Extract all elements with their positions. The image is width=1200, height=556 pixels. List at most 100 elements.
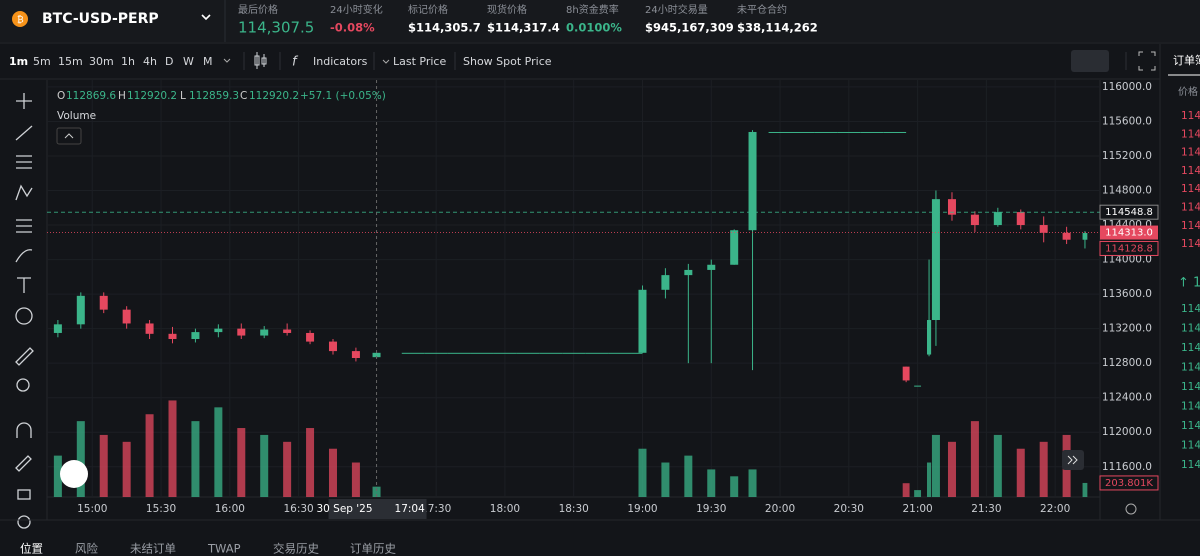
- fullscreen-icon[interactable]: [1138, 51, 1156, 71]
- y-tick-label: 115200.0: [1102, 150, 1152, 162]
- bottom-tab[interactable]: 未结订单: [130, 542, 176, 556]
- lock-tool[interactable]: [17, 489, 31, 500]
- magnet-tool[interactable]: [16, 422, 32, 438]
- interval-button[interactable]: 1m: [9, 55, 28, 68]
- candle-body: [351, 351, 360, 358]
- spot-price-button[interactable]: Show Spot Price: [463, 55, 552, 68]
- candle-icon[interactable]: [254, 52, 267, 69]
- interval-button[interactable]: D: [165, 55, 173, 68]
- emoji-tool[interactable]: [15, 307, 33, 325]
- volume-bar: [122, 441, 131, 497]
- candle-body: [631, 352, 643, 354]
- ask-price: 114,3: [1181, 202, 1200, 214]
- bottom-tab[interactable]: 订单历史: [350, 542, 396, 556]
- bottom-tab[interactable]: 交易历史: [273, 542, 319, 556]
- interval-button[interactable]: 4h: [143, 55, 157, 68]
- stat-value: $38,114,262: [737, 21, 818, 35]
- candle-body: [837, 131, 861, 133]
- collapse-icon[interactable]: [64, 133, 74, 139]
- crosshair-label-bg: [328, 499, 427, 519]
- price-tag-label: 114128.8: [1105, 243, 1153, 254]
- candle-body: [447, 352, 471, 354]
- volume-bar: [707, 469, 716, 497]
- symbol-chevron[interactable]: [201, 14, 211, 21]
- scroll-button[interactable]: [1062, 450, 1084, 470]
- stat-value: -0.08%: [330, 21, 375, 35]
- line-tool[interactable]: [15, 125, 33, 141]
- pencil-tool[interactable]: [15, 455, 32, 472]
- candle-body: [931, 199, 940, 321]
- ohlc-legend: O: [57, 90, 65, 102]
- orderbook-title[interactable]: 订单簿: [1173, 53, 1200, 67]
- fib-tool[interactable]: [16, 155, 32, 169]
- candle-body: [237, 328, 246, 336]
- collapse-button[interactable]: [56, 127, 82, 145]
- candle-body: [145, 323, 154, 334]
- bottom-tab[interactable]: 风险: [75, 542, 98, 556]
- candle-body: [707, 264, 716, 270]
- last-price-button[interactable]: Last Price: [393, 55, 446, 68]
- candle-body: [1039, 225, 1048, 233]
- volume-bar: [947, 441, 956, 497]
- interval-button[interactable]: 30m: [89, 55, 114, 68]
- x-tick-label: 22:00: [1040, 503, 1070, 515]
- projection-tool[interactable]: [16, 219, 32, 233]
- settings-icon[interactable]: [1125, 503, 1137, 515]
- bid-price: 114,2: [1181, 362, 1200, 374]
- candle-body: [562, 352, 586, 354]
- interval-button[interactable]: 1h: [121, 55, 135, 68]
- candle-body: [883, 131, 907, 133]
- interval-button[interactable]: W: [183, 55, 194, 68]
- stat-label: 最后价格: [238, 3, 278, 16]
- ohlc-legend: H: [118, 90, 126, 102]
- candle-body: [914, 385, 922, 387]
- volume-legend: Volume: [57, 110, 96, 122]
- pattern-tool[interactable]: [15, 184, 33, 201]
- drawing-tools: [15, 93, 34, 529]
- stat-label: 24小时变化: [330, 3, 383, 16]
- zoom-tool[interactable]: [16, 378, 30, 392]
- ruler-tool[interactable]: [15, 347, 34, 366]
- price-tag: [1100, 225, 1158, 240]
- crosshair-tool[interactable]: [16, 93, 32, 109]
- stat-label: 未平仓合约: [737, 3, 787, 16]
- mid-price: ↑ 1: [1178, 276, 1200, 291]
- symbol[interactable]: BTC-USD-PERP: [42, 11, 159, 27]
- x-tick-label: 21:30: [971, 503, 1001, 515]
- candle-body: [730, 230, 739, 265]
- ohlc-legend: 112869.6: [66, 90, 116, 102]
- candle-body: [53, 324, 62, 333]
- bottom-tab[interactable]: TWAP: [207, 542, 241, 556]
- ohlc-legend: 112920.2: [249, 90, 299, 102]
- y-tick-label: 112800.0: [1102, 357, 1152, 369]
- volume-bar: [931, 434, 940, 497]
- chart-button-bg[interactable]: [1071, 50, 1109, 72]
- candle-body: [122, 309, 131, 324]
- ask-price: 114,3: [1181, 220, 1200, 232]
- volume-bar: [993, 434, 1002, 497]
- interval-chevron[interactable]: [223, 58, 231, 63]
- interval-button[interactable]: 15m: [58, 55, 83, 68]
- eye-tool[interactable]: [17, 515, 31, 529]
- brush-tool[interactable]: [15, 249, 33, 263]
- candle-body: [328, 341, 337, 352]
- ohlc-legend: C: [240, 90, 247, 102]
- ohlc-legend: 112920.2: [127, 90, 177, 102]
- indicators-button[interactable]: Indicators: [313, 55, 368, 68]
- candle-body: [214, 328, 223, 333]
- stat-value: $114,305.7: [408, 21, 481, 35]
- x-tick-label: 15:00: [77, 503, 107, 515]
- interval-button[interactable]: 5m: [33, 55, 51, 68]
- candle-body: [401, 352, 425, 354]
- price-chevron[interactable]: [382, 59, 390, 64]
- candle-body: [768, 131, 792, 133]
- volume-bar: [214, 407, 223, 497]
- interval-button[interactable]: M: [203, 55, 213, 68]
- crosshair-time: 17:04: [395, 503, 426, 515]
- text-tool[interactable]: [17, 277, 31, 293]
- fx-icon[interactable]: f: [292, 55, 299, 70]
- bottom-tab[interactable]: 位置: [20, 542, 43, 556]
- scroll-icon[interactable]: [1067, 455, 1078, 465]
- candle-body: [260, 329, 269, 336]
- candle-body: [168, 333, 177, 340]
